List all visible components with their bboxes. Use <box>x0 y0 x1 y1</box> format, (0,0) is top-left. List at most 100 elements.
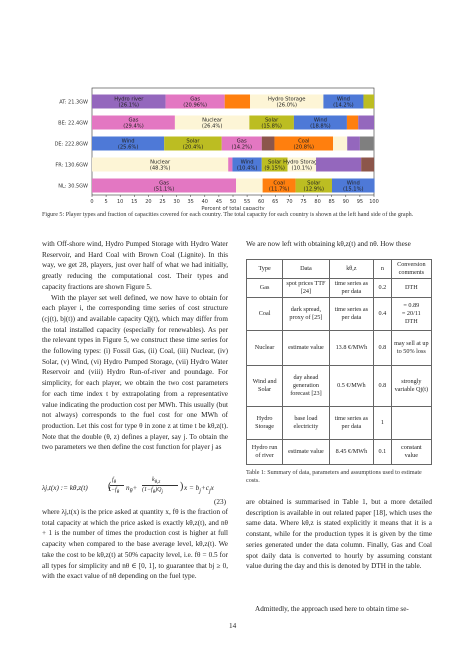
table-header: Data <box>282 259 330 279</box>
table-cell: base load electricity <box>282 406 330 440</box>
table-cell: Nuclear <box>245 330 284 366</box>
left-paragraph-2: With the player set well defined, we now… <box>42 293 228 452</box>
table-cell: Hydro Storage <box>245 406 284 440</box>
table-cell: constant value <box>390 439 433 465</box>
table-cell: dark spread, proxy of [25] <box>282 297 330 331</box>
bar-segment <box>236 178 263 193</box>
segment-label: Gas <box>237 139 247 145</box>
bar-segment <box>293 115 347 130</box>
segment-value-label: (12.9%) <box>304 187 325 193</box>
segment-value-label: (51.1%) <box>154 187 175 193</box>
y-tick-label: DE: 222.8GW <box>55 142 88 148</box>
segment-value-label: (14.2%) <box>231 145 252 151</box>
bar-segment <box>347 136 360 151</box>
capacity-bar-chart: AT: 21.3GW Hydro river(26.1%)Gas(20.96%)H… <box>55 87 379 210</box>
table-cell: = 0.89 = 20/11 DTH <box>390 297 433 331</box>
segment-label: Nuclear <box>150 160 171 166</box>
table-cell: 13.8 €/MWh <box>328 330 375 366</box>
table-cell: 8.45 €/MWh <box>328 439 375 465</box>
x-tick-label: 20 <box>145 199 151 205</box>
segment-value-label: (11.7%) <box>269 187 290 193</box>
segment-value-label: (10.1%) <box>292 166 313 172</box>
left-paragraph-1: with Off-shore wind, Hydro Pumped Storag… <box>42 240 228 291</box>
segment-value-label: (29.4%) <box>123 124 144 130</box>
bar-segment <box>363 94 374 109</box>
x-tick-label: 80 <box>314 199 320 205</box>
y-tick-label: FR: 130.6GW <box>55 163 88 169</box>
segment-label: Solar <box>268 160 282 166</box>
segment-label: Gas <box>190 97 200 103</box>
segment-label: Gas <box>159 181 169 187</box>
table-row: Coal dark spread, proxy of [25] time ser… <box>245 297 433 331</box>
table-cell <box>390 406 433 440</box>
segment-label: Coal <box>298 139 309 145</box>
x-tick-label: 40 <box>202 199 208 205</box>
bar-segment <box>224 94 251 109</box>
right-last-line: Admittedly, the approach used here to ob… <box>255 605 409 613</box>
segment-label: Wind <box>337 97 350 103</box>
segment-value-label: (20.8%) <box>294 145 315 151</box>
bar-segment <box>346 115 359 130</box>
table-row: Hydro Storage base load electricity time… <box>245 406 433 440</box>
table-cell: may sell at up to 50% loss <box>390 330 433 366</box>
table-cell: spot prices TTF [24] <box>282 278 330 298</box>
x-tick-label: 30 <box>173 199 179 205</box>
bar-segment <box>316 157 362 172</box>
y-tick-label: AT: 21.3GW <box>59 100 88 106</box>
coal-conversion-note: DTH <box>404 318 418 325</box>
bar-segment <box>323 94 364 109</box>
page-number: 14 <box>229 622 237 630</box>
segment-value-label: (25.6%) <box>118 145 139 151</box>
bar-segment <box>221 136 262 151</box>
bar-segment <box>361 157 374 172</box>
segment-label: Nuclear <box>202 118 223 124</box>
table-row: Hydro run of river estimate value 8.45 €… <box>245 439 433 465</box>
table-row: Nuclear estimate value 13.8 €/MWh 0.8 ma… <box>245 330 433 366</box>
cost-table: Type Data kθ,z n Conversion comments Gas… <box>245 259 433 465</box>
bar-segment <box>295 178 332 193</box>
table-caption: Table 1: Summary of data, parameters and… <box>246 470 422 484</box>
table-cell: 0.1 <box>373 439 392 465</box>
right-intro: We are now left with obtaining kθ,z(t) a… <box>246 240 411 248</box>
x-tick-label: 0 <box>90 199 93 205</box>
table-header: Conversion comments <box>390 259 433 279</box>
x-tick-label: 10 <box>117 199 123 205</box>
bar-segment <box>92 94 166 109</box>
segment-value-label: (20.4%) <box>183 145 204 151</box>
segment-value-label: (26.4%) <box>202 124 223 130</box>
x-tick-label: 35 <box>188 199 194 205</box>
coal-conversion: = 0.89 <box>403 302 420 309</box>
x-tick-label: 25 <box>159 199 165 205</box>
bar-segment <box>262 178 296 193</box>
bar-segment <box>261 136 275 151</box>
segment-label: Solar <box>186 139 200 145</box>
bar-segment <box>165 94 225 109</box>
x-tick-label: 50 <box>230 199 236 205</box>
table-cell: Coal <box>245 297 284 331</box>
bar-segment <box>92 178 237 193</box>
x-tick-label: 60 <box>258 199 264 205</box>
segment-label: Hydro Storage <box>283 160 320 166</box>
bar-segment <box>274 136 334 151</box>
table-header-row: Type Data kθ,z n Conversion comments <box>245 259 433 279</box>
bar-segment <box>250 94 324 109</box>
equation-number: (23) <box>214 498 226 506</box>
segment-label: Wind <box>314 118 327 124</box>
x-tick-label: 15 <box>131 199 137 205</box>
table-cell: 0.4 <box>373 297 392 331</box>
x-tick-label: 90 <box>343 199 349 205</box>
segment-value-label: (20.96%) <box>183 103 207 109</box>
y-tick-label: NL: 30.5GW <box>58 184 88 190</box>
table-header: Type <box>245 259 284 279</box>
segment-value-label: (26.1%) <box>119 103 140 109</box>
segment-label: Solar <box>265 118 279 124</box>
segment-label: Wind <box>122 139 135 145</box>
x-tick-label: 55 <box>244 199 250 205</box>
table-header: kθ,z <box>328 259 375 279</box>
figure-caption: Figure 5: Player types and fraction of c… <box>42 212 414 218</box>
bar-segment <box>261 157 288 172</box>
right-paragraph: are obtained is summarised in Table 1, b… <box>246 498 432 571</box>
table-cell: DTH <box>390 278 433 298</box>
equation-23: λj,t(x) := kθ,z(t) ( fθ 1−fθ nθ+ kθ,z (1… <box>42 477 214 496</box>
bar-segment <box>331 178 375 193</box>
